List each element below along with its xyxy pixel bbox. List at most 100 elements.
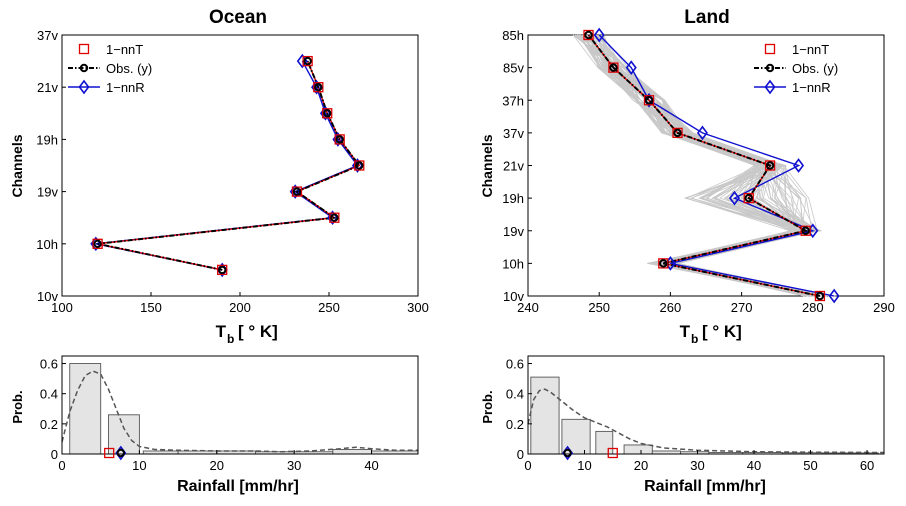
ocean-point-square: [291, 186, 303, 197]
land-legend-marker: [765, 63, 775, 73]
ocean-rain-marker-square: [104, 447, 115, 459]
ocean-ytick-label: 19v: [37, 185, 58, 200]
ocean-point-square: [313, 82, 324, 93]
ocean-series-line-1: [97, 60, 361, 271]
land-xtick-label: 270: [731, 300, 753, 315]
land-rain-ytick-label: 0: [517, 447, 524, 462]
ocean-point-square: [302, 55, 313, 67]
land-ensemble-line: [603, 34, 817, 297]
land-point-square: [608, 62, 619, 73]
land-rain-ytick-label: 0.6: [506, 357, 524, 372]
land-ensemble-line: [602, 34, 808, 297]
land-rain-ylabel: Prob.: [480, 390, 495, 423]
land-point-square: [672, 127, 683, 139]
land-point-circle: [609, 63, 618, 72]
land-xlabel-unit: [ ° K]: [702, 322, 742, 341]
land-point-square: [583, 29, 594, 41]
land-rain-xtick-label: 10: [577, 458, 591, 473]
ocean-point-circle: [93, 239, 102, 249]
ocean-rain-xtick-label: 30: [287, 458, 301, 473]
ocean-rain-ytick-label: 0: [51, 447, 58, 462]
land-point-circle: [815, 291, 825, 301]
ocean-rain-xtick-label: 10: [132, 458, 146, 473]
land-ytick-label: 37h: [502, 93, 524, 108]
ocean-rain-ytick-label: 0.6: [40, 357, 58, 372]
land-ensemble-line: [596, 34, 826, 297]
ocean-rain-bar: [332, 449, 373, 455]
land-ytick-label: 37v: [503, 126, 524, 141]
ocean-point-square: [354, 160, 365, 171]
land-xlabel-main: T: [680, 322, 691, 341]
ocean-xtick-label: 200: [229, 300, 251, 315]
land-legend-label: 1−nnT: [792, 42, 829, 57]
land-rain-xtick-label: 30: [690, 458, 704, 473]
land-rain-marker-circle: [563, 448, 572, 458]
land-point-circle: [744, 193, 753, 203]
ocean-point-circle: [330, 213, 339, 222]
land-rain-density-curve: [527, 388, 885, 454]
ocean-legend-label: 1−nnT: [106, 42, 143, 57]
land-ylabel: Channels: [479, 134, 495, 197]
land-point-square: [814, 290, 826, 302]
ocean-ytick-label: 21v: [37, 80, 58, 95]
land-point-square: [764, 160, 776, 171]
ocean-xtick-label: 100: [51, 300, 73, 315]
land-point-circle: [584, 30, 593, 40]
ocean-legend-marker: [78, 79, 90, 95]
ocean-legend-label: 1−nnR: [106, 80, 145, 95]
land-legend-marker: [764, 43, 776, 55]
ocean-xtick-label: 250: [318, 300, 340, 315]
land-ytick-label: 10v: [503, 289, 524, 304]
ocean-ylabel: Channels: [9, 134, 25, 197]
land-point-circle: [765, 161, 775, 170]
land-rain-ytick-label: 0.2: [506, 417, 524, 432]
land-point-diamond: [828, 288, 840, 304]
land-point-square: [643, 95, 655, 106]
ocean-xtick-label: 150: [140, 300, 162, 315]
ocean-rain-bar: [69, 363, 102, 455]
ocean-ytick-label: 10h: [36, 237, 58, 252]
land-xtick-label: 290: [873, 300, 895, 315]
land-rain-bar: [623, 444, 653, 455]
land-point-square: [800, 225, 811, 236]
ocean-point-square: [334, 134, 345, 145]
ocean-rain-xtick-label: 20: [210, 458, 224, 473]
land-ytick-label: 85h: [502, 28, 524, 43]
ocean-xlabel-sub: b: [227, 332, 234, 346]
land-rain-ytick-label: 0.4: [506, 387, 524, 402]
land-legend-label: 1−nnR: [792, 80, 831, 95]
land-point-circle: [659, 259, 668, 268]
ocean-ytick-label: 37v: [37, 28, 58, 43]
land-rain-panel: Prob. Rainfall [mm/hr] 0 10 20 30 40 50 60 0 0.2…: [480, 355, 885, 495]
land-ytick-label: 21v: [503, 159, 524, 174]
ocean-point-circle: [303, 56, 312, 66]
ocean-xlabel-main: T: [216, 322, 227, 341]
land-rain-xlabel: Rainfall [mm/hr]: [644, 478, 766, 495]
land-xtick-label: 250: [588, 300, 610, 315]
land-ensemble-line: [602, 34, 822, 297]
land-point-square: [743, 192, 754, 204]
land-xtick-label: 280: [802, 300, 824, 315]
ocean-rain-bar: [107, 414, 140, 455]
ocean-point-square: [217, 264, 228, 276]
ocean-point-square: [92, 238, 103, 249]
land-rain-xtick-label: 0: [524, 458, 531, 473]
land-point-diamond: [696, 125, 708, 141]
land-series-line-1: [587, 34, 821, 297]
ocean-xtick-label: 300: [407, 300, 429, 315]
ocean-legend-label: Obs. (y): [106, 61, 152, 76]
land-ytick-label: 19h: [502, 191, 524, 206]
land-point-diamond: [793, 158, 805, 173]
ocean-rain-xlabel: Rainfall [mm/hr]: [177, 478, 299, 495]
land-rain-xtick-label: 40: [747, 458, 761, 473]
ocean-rain-marker-circle: [116, 448, 126, 458]
ocean-rain-xtick-label: 40: [364, 458, 378, 473]
land-rain-marker-square: [607, 447, 618, 459]
land-tb-panel: Land Channels T b [ ° K] 240 250 260 270 280…: [479, 7, 895, 346]
land-ytick-label: 85v: [503, 61, 524, 76]
land-ytick-label: 19v: [503, 224, 524, 239]
land-title: Land: [684, 7, 729, 28]
land-xtick-label: 260: [660, 300, 682, 315]
ocean-point-square: [322, 108, 333, 119]
ocean-point-square: [329, 212, 340, 223]
